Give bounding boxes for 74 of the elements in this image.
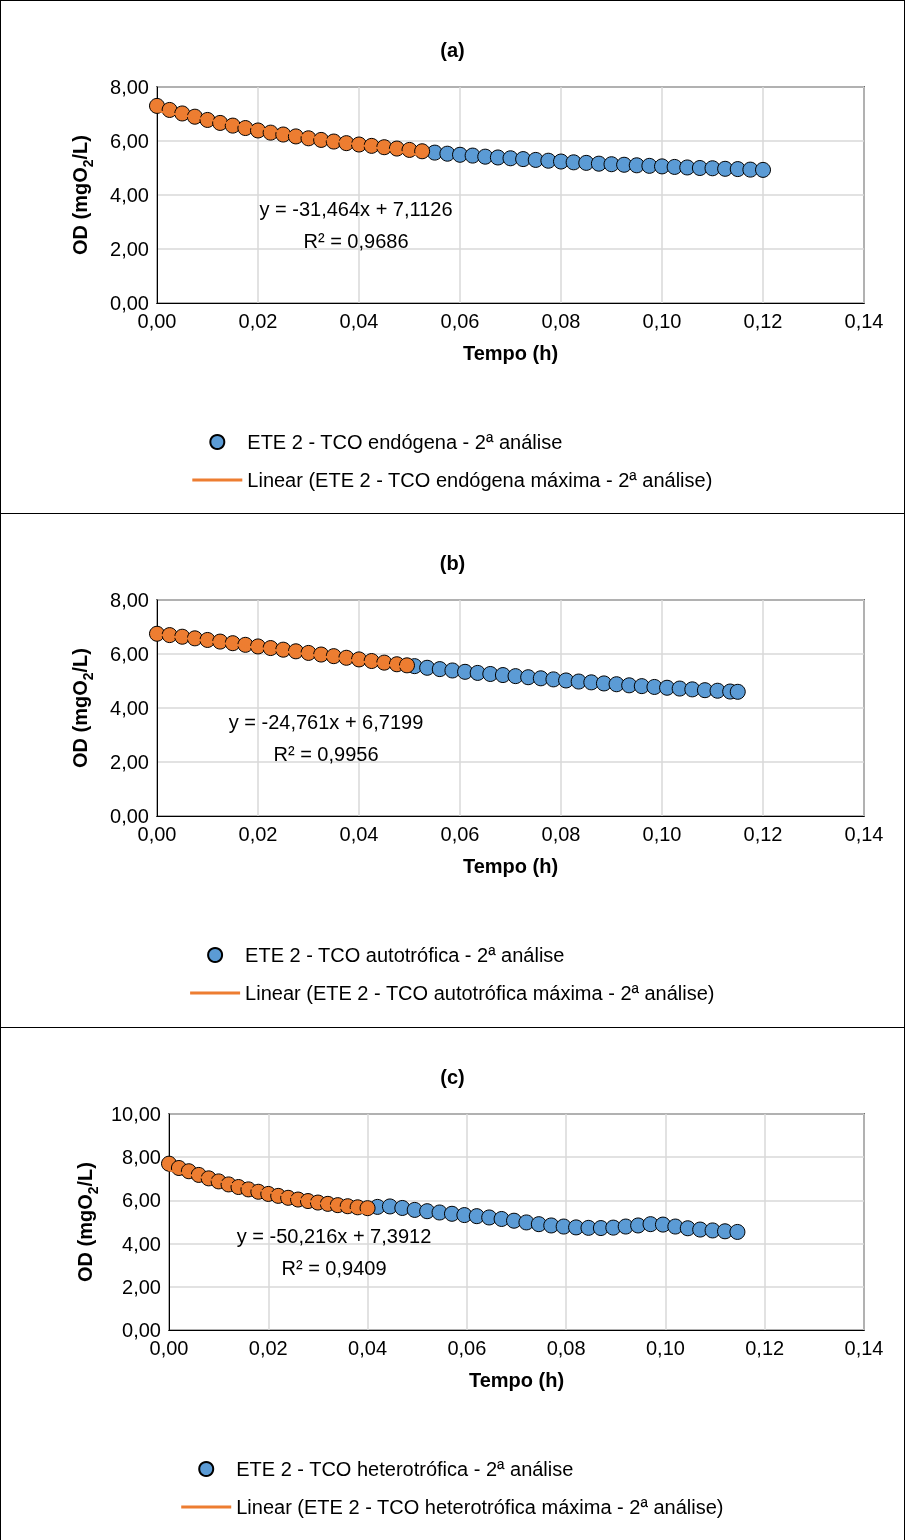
annotation: R² = 0,9686 [303,229,409,252]
point [398,657,415,674]
point [729,684,746,701]
annotation: R² = 0,9409 [281,1256,387,1279]
y-tick-label: 6,00 [110,130,149,152]
y-tick-label: 6,00 [122,1189,161,1212]
point [679,1219,696,1236]
annotation: y = -24,761x + 6,7199 [228,710,424,733]
y-tick-label: 8,00 [122,1145,161,1168]
x-tick-label: 0,04 [339,823,379,846]
legend-label: ETE 2 - TCO endógena - 2ª análise [247,431,563,453]
point [489,149,506,166]
chart-title: (c) [440,1065,465,1088]
point [755,161,771,178]
point [494,667,511,684]
x-tick-label: 0,10 [642,823,682,846]
x-tick-label: 0,14 [844,823,884,846]
x-tick-label: 0,12 [743,823,783,846]
x-tick-label: 0,06 [440,310,480,332]
y-tick-label: 10,00 [110,1102,161,1125]
x-tick-label: 0,02 [238,823,278,846]
annotation: R² = 0,9956 [273,742,379,765]
point [443,1205,460,1222]
x-tick-label: 0,06 [447,1336,487,1359]
point [530,1215,547,1232]
x-tick-label: 0,06 [440,823,480,846]
x-tick-label: 0,12 [745,1336,785,1359]
point [359,1199,376,1216]
x-axis-title: Tempo (h) [462,855,559,878]
y-tick-label: 6,00 [110,643,149,666]
point [590,155,607,172]
point [595,675,612,692]
point [633,678,650,695]
y-axis-title: OD (mgO2/L) [74,1161,102,1282]
x-tick-label: 0,02 [248,1336,288,1359]
legend-label: ETE 2 - TCO heterotrófica - 2ª análise [236,1457,574,1480]
point [696,682,713,699]
y-tick-label: 2,00 [110,751,149,774]
x-tick-label: 0,08 [541,310,581,332]
y-tick-label: 4,00 [122,1232,161,1255]
point [414,143,431,160]
annotation: y = -31,464x + 7,1126 [259,197,453,220]
annotation: y = -50,216x + 7,3912 [236,1224,432,1247]
point [149,97,165,114]
x-axis-title: Tempo (h) [462,342,559,364]
x-tick-label: 0,12 [743,310,783,332]
point [729,1223,746,1240]
point [654,1216,671,1233]
legend-label: ETE 2 - TCO autotrófica - 2ª análise [245,944,565,967]
y-tick-label: 2,00 [122,1275,161,1298]
legend-label: Linear (ETE 2 - TCO autotrófica máxima - 2ª análise) [245,982,715,1005]
x-tick-label: 0,08 [541,823,581,846]
x-tick-label: 0,08 [546,1336,586,1359]
y-tick-label: 8,00 [110,589,149,612]
y-tick-label: 4,00 [110,184,149,206]
y-axis-title: OD (mgO2/L) [69,135,96,255]
x-axis-title: Tempo (h) [468,1368,565,1391]
y-tick-label: 8,00 [110,76,149,98]
y-tick-label: 2,00 [110,238,149,260]
chart-title: (b) [439,552,466,575]
legend-label: Linear (ETE 2 - TCO endógena máxima - 2ª análise) [247,469,713,491]
x-tick-label: 0,10 [642,310,682,332]
y-axis-title: OD (mgO2/L) [69,648,96,769]
y-tick-label: 4,00 [110,697,149,720]
point [691,160,708,176]
legend-label: Linear (ETE 2 - TCO heterotrófica máxima - 2ª análise) [236,1495,724,1518]
x-tick-label: 0,02 [238,310,278,332]
x-tick-label: 0,10 [645,1336,685,1359]
x-tick-label: 0,14 [844,310,884,332]
x-tick-label: 0,04 [348,1336,388,1359]
x-tick-label: 0,14 [844,1336,884,1359]
point [468,1207,485,1224]
x-tick-label: 0,04 [339,310,379,332]
chart-title: (a) [440,39,465,61]
